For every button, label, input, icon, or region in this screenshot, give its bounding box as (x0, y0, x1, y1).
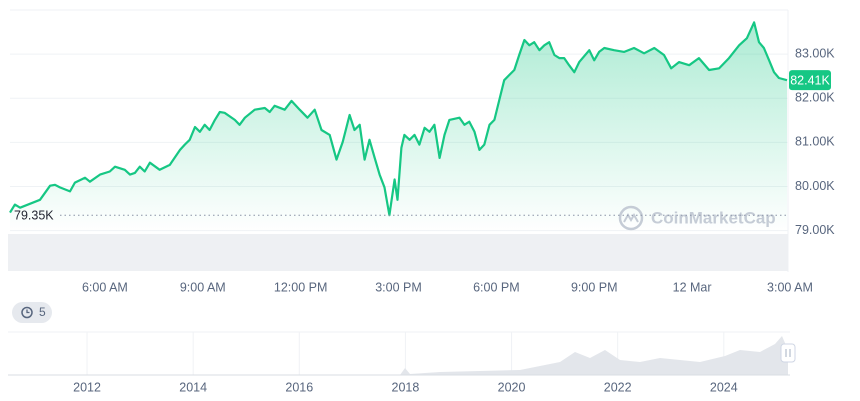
x-tick-label: 9:00 PM (571, 280, 618, 294)
overview-area (400, 336, 788, 375)
x-tick-label: 12:00 PM (274, 280, 328, 294)
overview-tick-label: 2012 (73, 380, 101, 394)
overview-tick-label: 2014 (179, 380, 207, 394)
overview-tick-label: 2018 (392, 380, 420, 394)
x-tick-label: 12 Mar (673, 280, 712, 294)
x-tick-label: 3:00 PM (375, 280, 422, 294)
current-label: 82.41K (790, 73, 830, 87)
watermark-text: CoinMarketCap (651, 208, 776, 227)
y-tick-label: 81.00K (795, 135, 835, 149)
badge-count: 5 (39, 305, 46, 319)
overview-tick-label: 2020 (498, 380, 526, 394)
overview-tick-label: 2024 (710, 380, 738, 394)
volume-area (8, 234, 788, 271)
overview-tick-label: 2016 (285, 380, 313, 394)
current-box (789, 70, 831, 91)
y-tick-label: 79.00K (795, 223, 835, 237)
overview-tick-label: 2022 (604, 380, 632, 394)
low-label: 79.35K (14, 209, 54, 223)
area (10, 22, 788, 233)
overview-handle[interactable] (780, 343, 796, 363)
x-tick-label: 3:00 AM (767, 280, 813, 294)
x-tick-label: 9:00 AM (180, 280, 226, 294)
y-tick-label: 82.00K (795, 91, 835, 105)
y-tick-label: 83.00K (795, 46, 835, 60)
x-tick-label: 6:00 PM (473, 280, 520, 294)
price-line (9, 21, 788, 217)
watermark: CoinMarketCap (618, 205, 776, 231)
y-tick-label: 80.00K (795, 179, 835, 193)
x-tick-label: 6:00 AM (82, 280, 128, 294)
badge[interactable]: 5 (12, 302, 52, 323)
